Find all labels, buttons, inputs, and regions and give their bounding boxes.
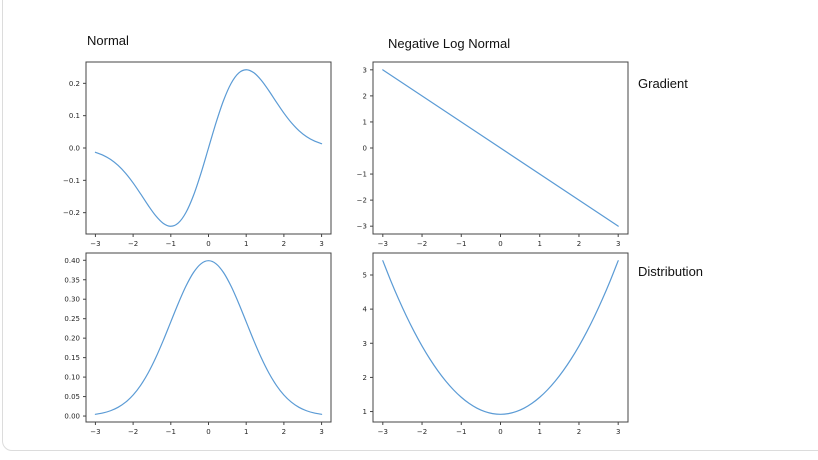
column-title-normal: Normal: [87, 33, 129, 48]
row-label-distribution: Distribution: [638, 264, 704, 279]
y-tick-label: 0.35: [64, 276, 80, 284]
data-line: [94, 260, 323, 415]
y-tick-label: −3: [357, 223, 367, 231]
x-tick-label: 1: [244, 428, 248, 436]
data-line: [94, 69, 323, 227]
x-tick-label: 3: [616, 240, 620, 248]
y-tick-label: 0.10: [64, 374, 80, 382]
x-tick-label: 1: [537, 240, 541, 248]
y-tick-label: −0.1: [63, 177, 80, 185]
y-tick-label: 0.20: [64, 335, 80, 343]
row-label-gradient: Gradient: [638, 76, 688, 91]
y-tick-label: 1: [363, 118, 367, 126]
y-tick-label: 0.1: [69, 112, 80, 120]
x-tick-label: −1: [456, 428, 466, 436]
y-tick-label: 3: [363, 66, 367, 74]
y-tick-label: 4: [363, 306, 368, 314]
x-tick-label: 3: [616, 428, 620, 436]
x-tick-label: −1: [456, 240, 466, 248]
x-tick-label: 3: [319, 428, 323, 436]
column-title-negative-log-normal: Negative Log Normal: [388, 36, 511, 51]
x-tick-label: 2: [282, 240, 286, 248]
x-tick-label: 2: [577, 240, 581, 248]
plot-border: [372, 252, 629, 423]
x-tick-label: 2: [577, 428, 581, 436]
x-tick-label: −1: [166, 240, 176, 248]
chart-neg-log-normal-gradient: −3 −2 −1 0 1 2 3 −3 −2 −1 0 1 2 3: [327, 56, 634, 261]
y-tick-label: −0.2: [63, 209, 80, 217]
x-tick-label: −3: [90, 428, 100, 436]
x-tick-label: −2: [128, 428, 138, 436]
x-tick-label: 0: [206, 240, 210, 248]
x-tick-label: −2: [417, 240, 427, 248]
y-tick-label: −1: [357, 171, 367, 179]
x-tick-label: −2: [417, 428, 427, 436]
x-tick-label: −3: [378, 428, 388, 436]
plot-svg-normal-gradient: −3 −2 −1 0 1 2 3 −0.2 −0.1 0.0 0.1 0.2: [63, 61, 332, 248]
x-tick-label: −1: [166, 428, 176, 436]
x-tick-label: −3: [378, 240, 388, 248]
y-tick-label: 0.15: [64, 354, 80, 362]
x-tick-label: 3: [319, 240, 323, 248]
x-tick-label: 0: [206, 428, 210, 436]
y-tick-label: 3: [363, 340, 367, 348]
y-tick-label: 1: [363, 408, 367, 416]
y-tick-label: 5: [363, 271, 367, 279]
data-line: [382, 260, 619, 415]
y-tick-label: 2: [363, 92, 367, 100]
y-tick-label: 0: [363, 145, 367, 153]
y-tick-label: 0.25: [64, 315, 80, 323]
y-tick-label: 0.05: [64, 393, 80, 401]
x-tick-label: −2: [128, 240, 138, 248]
x-tick-label: 1: [244, 240, 248, 248]
y-tick-label: −2: [357, 197, 367, 205]
data-line: [382, 69, 619, 227]
plot-svg-neg-log-normal-gradient: −3 −2 −1 0 1 2 3 −3 −2 −1 0 1 2 3: [357, 61, 629, 248]
y-tick-label: 0.2: [69, 80, 80, 88]
x-tick-label: −3: [90, 240, 100, 248]
y-tick-label: 0.0: [69, 145, 80, 153]
x-tick-label: 1: [537, 428, 541, 436]
x-tick-label: 0: [498, 428, 502, 436]
chart-normal-distribution: −3 −2 −1 0 1 2 3 0.00 0.05 0.10 0.15 0.20 0.25 0.30 0.…: [40, 247, 337, 449]
chart-neg-log-normal-distribution: −3 −2 −1 0 1 2 3 1 2 3 4 5: [327, 247, 634, 449]
plot-svg-normal-distribution: −3 −2 −1 0 1 2 3 0.00 0.05 0.10 0.15 0.20 0.25 0.30 0.…: [64, 252, 332, 436]
y-tick-label: 2: [363, 374, 367, 382]
y-tick-label: 0.00: [64, 413, 80, 421]
y-tick-label: 0.30: [64, 296, 80, 304]
plot-svg-neg-log-normal-distribution: −3 −2 −1 0 1 2 3 1 2 3 4 5: [363, 252, 629, 436]
y-tick-label: 0.40: [64, 257, 80, 265]
chart-normal-gradient: −3 −2 −1 0 1 2 3 −0.2 −0.1 0.0 0.1 0.2: [40, 56, 337, 261]
x-tick-label: 2: [282, 428, 286, 436]
plot-border: [85, 252, 332, 423]
x-tick-label: 0: [498, 240, 502, 248]
